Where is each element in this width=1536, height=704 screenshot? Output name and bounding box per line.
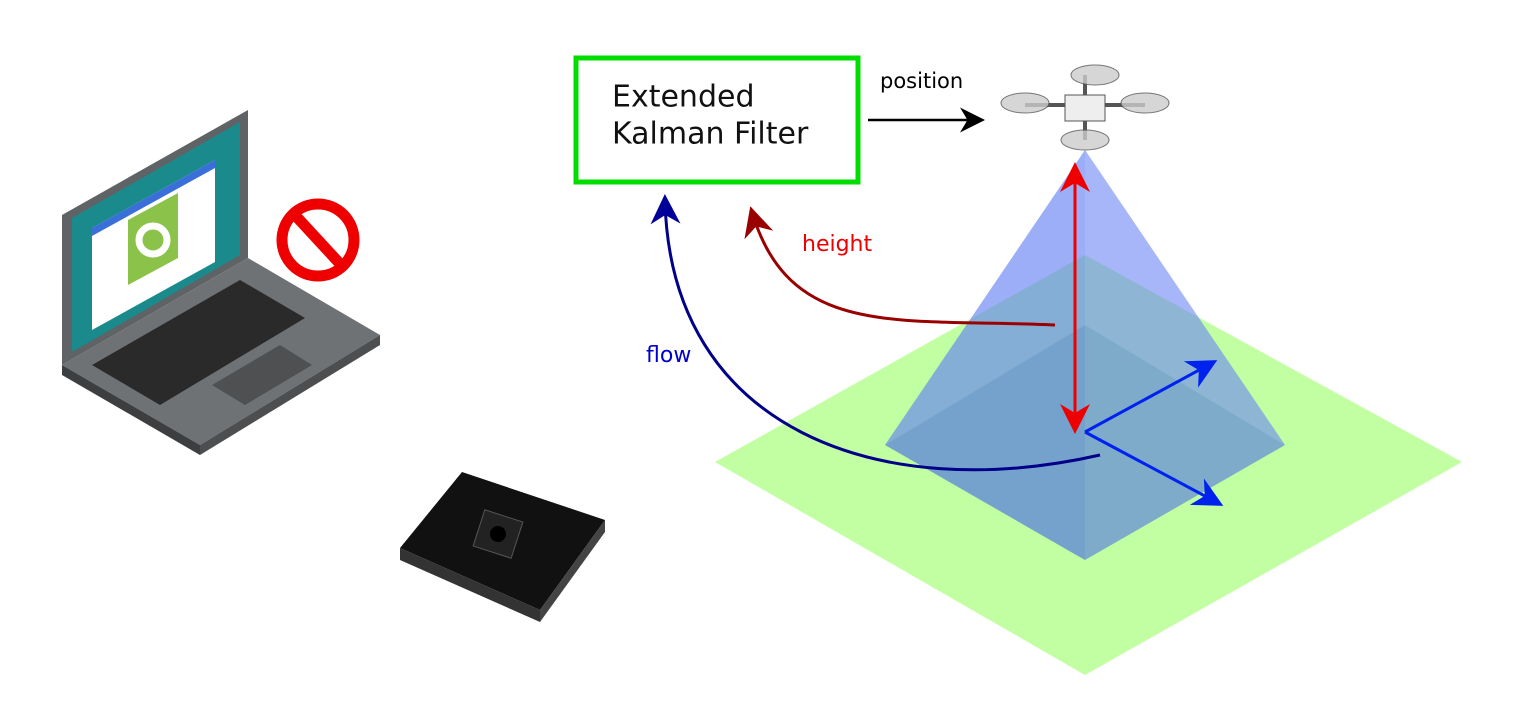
flow-curve (650, 194, 1101, 472)
ekf-box (573, 55, 861, 185)
position-label: position (880, 69, 963, 93)
pyramid-face (885, 150, 1085, 560)
pyramid-face (1085, 150, 1285, 445)
axis-arrow (1084, 430, 1224, 506)
axis-arrow (1084, 360, 1218, 434)
pyramid-face (885, 150, 1085, 445)
flow-label: flow (646, 343, 691, 368)
drone (1000, 64, 1170, 151)
ground-plane (715, 255, 1462, 675)
sensor-board (400, 472, 605, 622)
no-sign (276, 198, 360, 282)
box-line: Extended (612, 80, 755, 115)
height-label: height (802, 232, 872, 257)
height-curve (744, 206, 1056, 327)
laptop (62, 110, 380, 455)
footprint (885, 325, 1285, 560)
box-line: Kalman Filter (612, 117, 809, 152)
